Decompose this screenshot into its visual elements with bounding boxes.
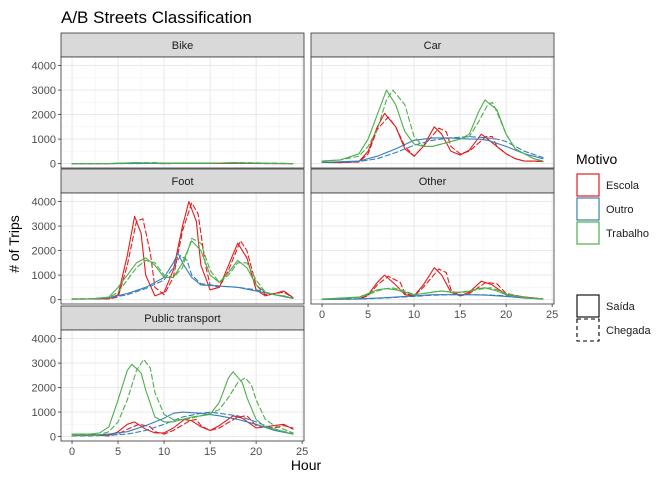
legend-item-outro: Outro [576, 197, 634, 221]
y-tick-label: 0 [50, 159, 56, 171]
legend-item-chegada: Chegada [576, 318, 652, 342]
series-line-public-transport-outro-sa-da [71, 411, 294, 436]
series-line-foot-trabalho-chegada [71, 237, 294, 300]
facet-label-foot: Foot [171, 176, 193, 188]
legend-label-sa-da: Saída [606, 301, 636, 313]
facet-strip-car [310, 32, 555, 58]
x-tick-label: 0 [69, 446, 75, 458]
legend-item-escola: Escola [576, 173, 640, 197]
panel-background-public-transport [61, 330, 304, 441]
x-tick-label: 25 [296, 446, 308, 458]
series-line-other-trabalho-sa-da [321, 287, 544, 300]
y-tick-label: 4000 [32, 61, 56, 73]
panel-border-other [310, 192, 555, 305]
series-line-foot-trabalho-sa-da [71, 240, 294, 300]
y-tick-label: 2000 [32, 383, 56, 395]
panel-background-other [311, 193, 554, 304]
legend-item-sa-da: Saída [576, 294, 636, 318]
series-line-other-outro-chegada [321, 294, 544, 300]
series-line-foot-outro-sa-da [71, 252, 294, 300]
series-line-car-outro-chegada [321, 136, 544, 163]
facet-strip-bike [60, 32, 305, 58]
series-line-public-transport-outro-chegada [71, 411, 294, 437]
x-tick-label: 10 [408, 309, 420, 321]
facet-strip-other [310, 168, 555, 194]
x-tick-label: 15 [454, 309, 466, 321]
legend-color-title: Motivo [576, 151, 617, 167]
y-tick-label: 2000 [32, 246, 56, 258]
y-tick-label: 1000 [32, 270, 56, 282]
series-line-foot-escola-chegada [71, 202, 294, 300]
series-line-bike-trabalho-chegada [71, 162, 294, 165]
legend-label-trabalho: Trabalho [606, 228, 649, 240]
legend-linetype-items: Saída Chegada [576, 294, 652, 342]
legend-label-escola: Escola [606, 180, 640, 192]
facet-car: Car [310, 32, 555, 169]
series-line-car-trabalho-chegada [321, 89, 544, 162]
chart-title: A/B Streets Classification [61, 8, 252, 27]
facet-label-bike: Bike [172, 40, 193, 52]
y-tick-label: 0 [50, 295, 56, 307]
y-tick-label: 4000 [32, 334, 56, 346]
facet-strip-public-transport [60, 305, 305, 331]
y-tick-label: 1000 [32, 407, 56, 419]
x-tick-label: 5 [365, 309, 371, 321]
legend-label-outro: Outro [606, 204, 634, 216]
legend-key-trabalho [576, 221, 600, 245]
facet-panels: Bike01000200030004000CarFoot010002000300… [32, 32, 558, 458]
x-tick-label: 20 [250, 446, 262, 458]
y-tick-label: 2000 [32, 110, 56, 122]
facet-strip-foot [60, 168, 305, 194]
x-tick-label: 25 [546, 309, 558, 321]
legend-label-chegada: Chegada [606, 325, 652, 337]
y-tick-label: 1000 [32, 134, 56, 146]
y-tick-label: 0 [50, 432, 56, 444]
y-tick-label: 3000 [32, 221, 56, 233]
facet-label-other: Other [419, 176, 447, 188]
legend-key-chegada [576, 318, 600, 342]
panel-border-bike [60, 56, 305, 169]
series-line-public-transport-trabalho-chegada [71, 358, 294, 436]
x-tick-label: 0 [319, 309, 325, 321]
x-tick-label: 10 [158, 446, 170, 458]
legend-item-trabalho: Trabalho [576, 221, 649, 245]
x-axis-label: Hour [291, 457, 322, 473]
y-tick-label: 4000 [32, 197, 56, 209]
legend-key-escola [576, 173, 600, 197]
panel-border-public-transport [60, 329, 305, 442]
y-axis-label: # of Trips [6, 215, 22, 273]
legend: Motivo Escola Outro Trabalho Saída Chegada [576, 151, 652, 342]
series-line-car-escola-chegada [321, 116, 544, 164]
panel-background-bike [61, 57, 304, 168]
legend-key-sa-da [576, 294, 600, 318]
facet-other: Other 0 5 10 15 20 25 [310, 168, 558, 321]
x-tick-label: 5 [115, 446, 121, 458]
series-line-other-trabalho-chegada [321, 287, 544, 300]
facet-bike: Bike 0 1000 2000 3000 4000 [32, 32, 305, 171]
y-tick-label: 3000 [32, 358, 56, 370]
x-tick-label: 20 [500, 309, 512, 321]
panel-border-foot [60, 192, 305, 305]
x-tick-label: 15 [204, 446, 216, 458]
y-tick-label: 3000 [32, 85, 56, 97]
panel-border-car [310, 56, 555, 169]
panel-background-foot [61, 193, 304, 304]
facet-label-public-transport: Public transport [144, 313, 220, 325]
legend-key-outro [576, 197, 600, 221]
series-line-public-transport-trabalho-sa-da [71, 363, 294, 435]
facet-foot: Foot 0 1000 2000 3000 4000 [32, 168, 305, 307]
series-line-foot-outro-chegada [71, 254, 294, 300]
facet-label-car: Car [424, 40, 442, 52]
facet-public-transport: Public transport 0 1000 2000 3000 4000 0 5 10 15 2… [32, 305, 308, 458]
legend-color-items: Escola Outro Trabalho [576, 173, 649, 245]
